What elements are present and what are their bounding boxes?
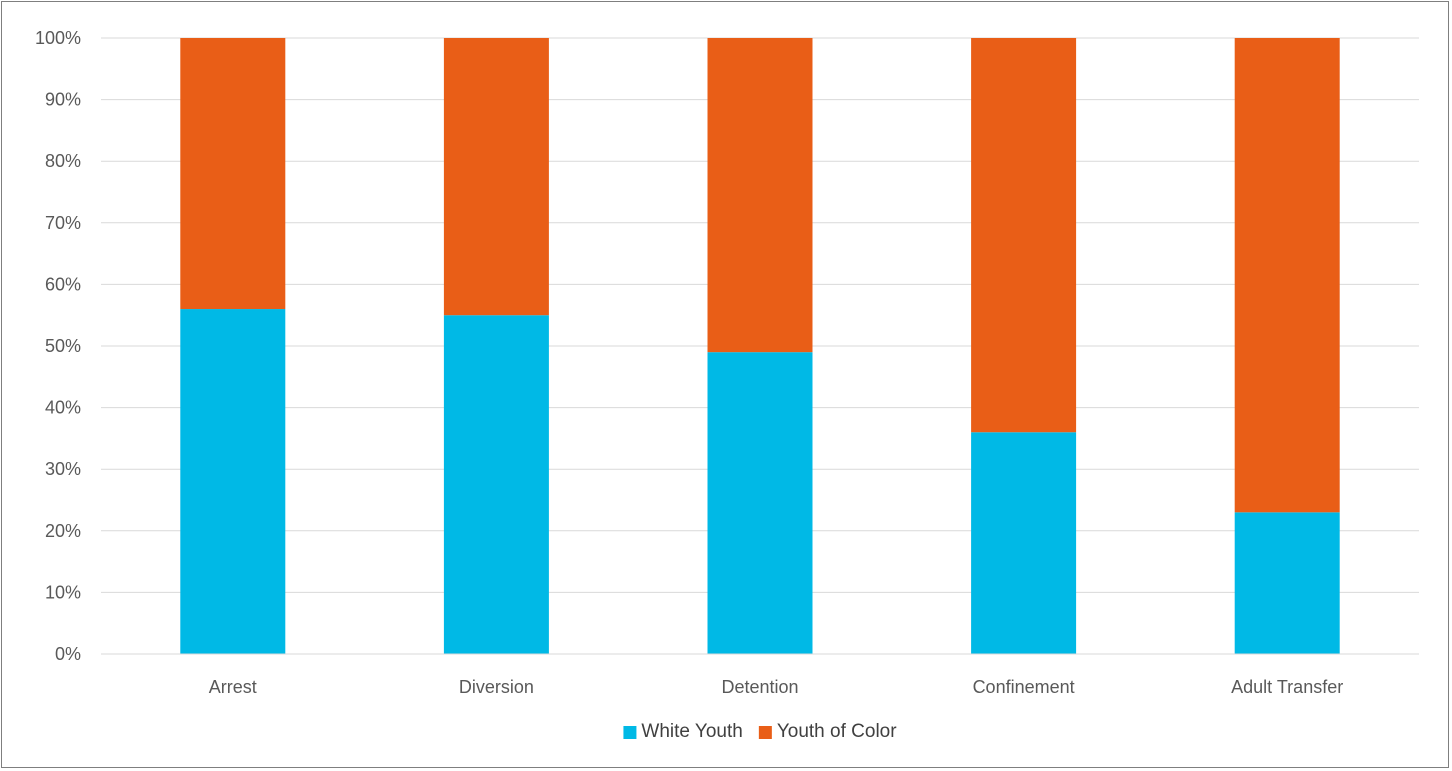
bars <box>180 38 1340 654</box>
bar-segment <box>443 315 549 654</box>
bar-segment <box>1234 512 1340 654</box>
legend-label: White Youth <box>641 721 742 742</box>
y-tick-label: 30% <box>45 459 81 479</box>
y-tick-label: 70% <box>45 213 81 233</box>
bar-segment <box>180 309 286 654</box>
legend-label: Youth of Color <box>777 721 897 742</box>
bar-segment <box>180 38 286 310</box>
y-tick-label: 50% <box>45 336 81 356</box>
legend-swatch <box>758 726 772 739</box>
x-tick-label: Confinement <box>973 677 1075 697</box>
y-tick-label: 60% <box>45 274 81 294</box>
y-tick-label: 80% <box>45 151 81 171</box>
x-tick-label: Diversion <box>459 677 534 697</box>
bar-segment <box>1234 38 1340 513</box>
legend: White Youth Youth of Color <box>623 721 897 742</box>
axes: 0% 10% 20% 30% 40% 50% 60% 70% 80% 90% 100% Arrest D… <box>35 28 1419 697</box>
bar-segment <box>443 38 549 316</box>
bar-segment <box>971 38 1077 433</box>
legend-item: White Youth <box>623 721 743 742</box>
y-tick-label: 20% <box>45 521 81 541</box>
y-tick-label: 90% <box>45 90 81 110</box>
y-tick-label: 10% <box>45 582 81 602</box>
legend-item: Youth of Color <box>758 721 897 742</box>
bar-segment <box>971 432 1077 654</box>
bar-segment <box>707 38 813 353</box>
y-tick-label: 0% <box>55 644 81 664</box>
x-tick-label: Adult Transfer <box>1231 677 1343 697</box>
x-tick-label: Detention <box>721 677 798 697</box>
legend-swatch <box>623 726 637 739</box>
x-tick-label: Arrest <box>209 677 257 697</box>
bar-segment <box>707 352 813 654</box>
y-tick-label: 100% <box>35 28 81 48</box>
y-tick-label: 40% <box>45 398 81 418</box>
